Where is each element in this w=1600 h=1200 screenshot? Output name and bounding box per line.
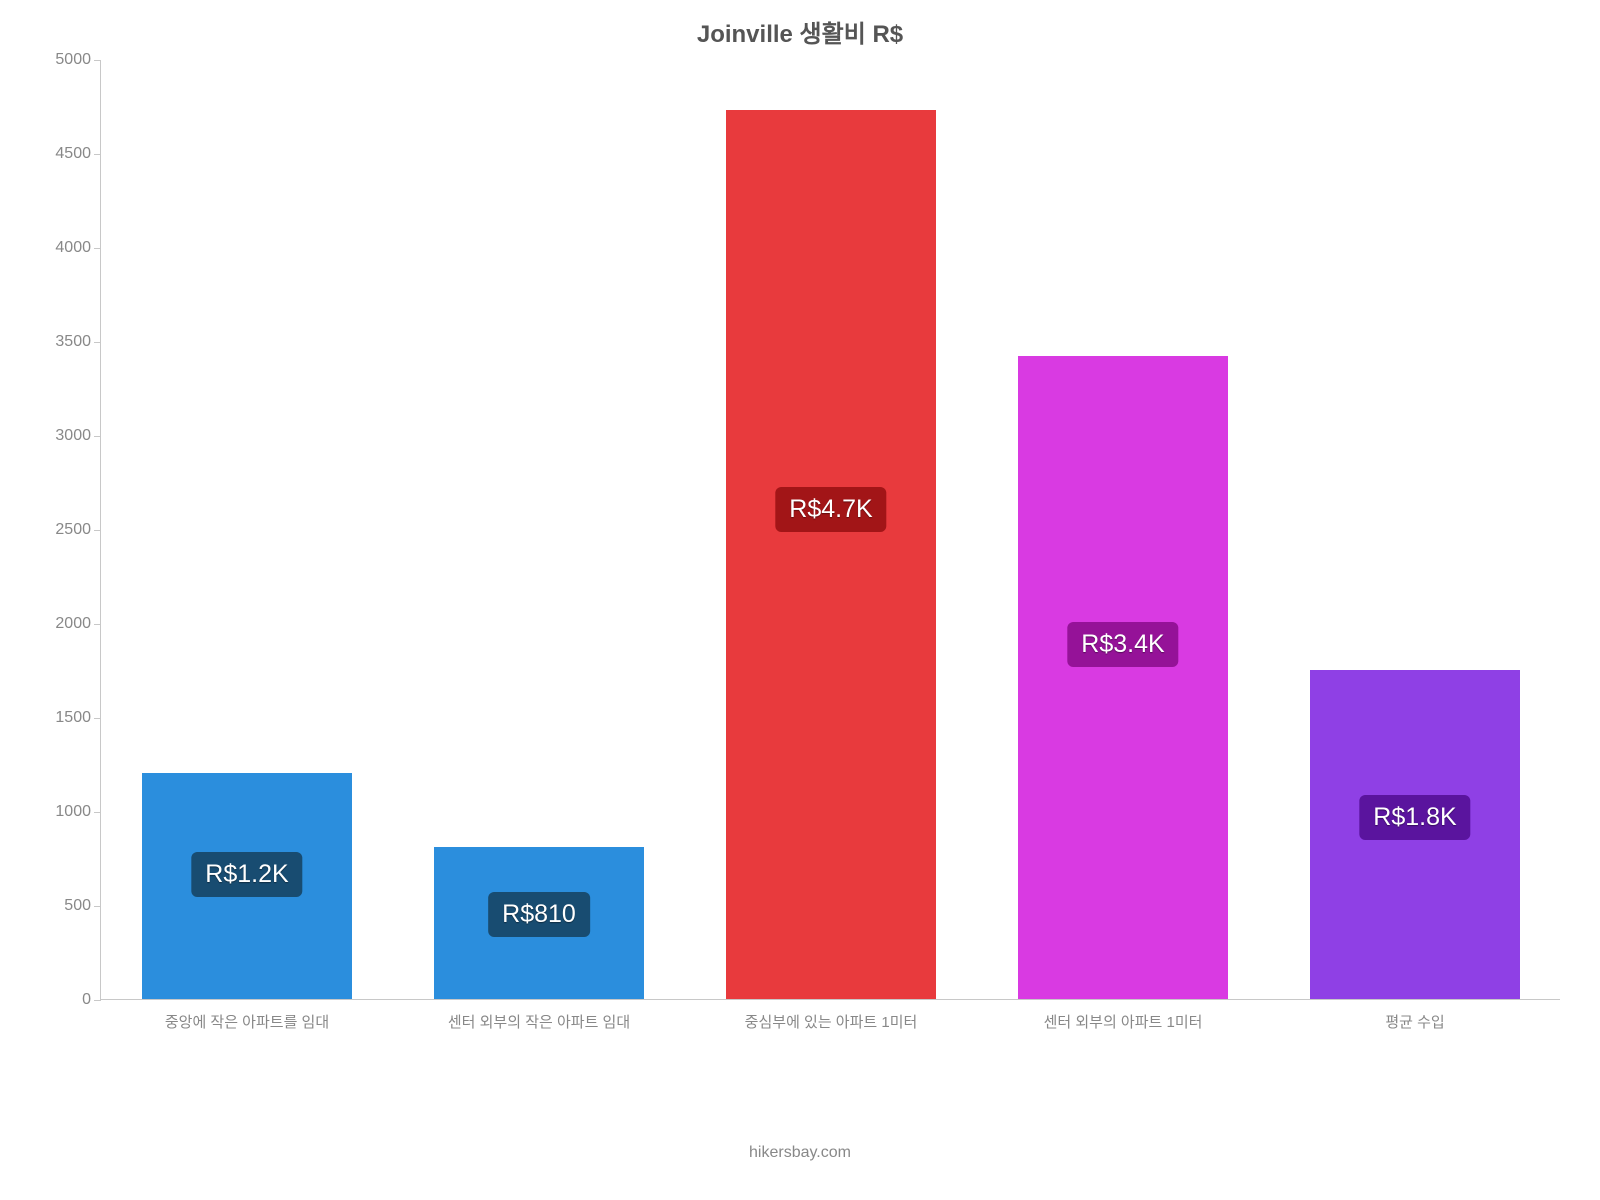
bar: R$1.8K bbox=[1310, 670, 1520, 999]
x-tick-label: 센터 외부의 아파트 1미터 bbox=[1044, 999, 1203, 1032]
chart-container: Joinville 생활비 R$ R$1.2K R$810 R$4.7K R$3.4K… bbox=[0, 0, 1600, 1200]
bars-layer: R$1.2K R$810 R$4.7K R$3.4K R$1.8K bbox=[101, 60, 1560, 999]
y-tick-mark bbox=[94, 436, 101, 437]
y-tick-mark bbox=[94, 624, 101, 625]
value-badge: R$4.7K bbox=[775, 487, 886, 532]
y-tick-mark bbox=[94, 342, 101, 343]
bar: R$1.2K bbox=[142, 773, 352, 999]
y-tick-mark bbox=[94, 718, 101, 719]
y-tick-mark bbox=[94, 1000, 101, 1001]
y-tick-mark bbox=[94, 60, 101, 61]
y-tick-mark bbox=[94, 154, 101, 155]
bar: R$4.7K bbox=[726, 110, 936, 999]
chart-title: Joinville 생활비 R$ bbox=[0, 14, 1600, 49]
y-tick-mark bbox=[94, 530, 101, 531]
x-tick-label: 중앙에 작은 아파트를 임대 bbox=[165, 999, 329, 1032]
value-badge: R$810 bbox=[488, 892, 590, 937]
plot-area: R$1.2KR$810R$4.7KR$3.4KR$1.8K 0500100015… bbox=[100, 60, 1560, 1000]
x-tick-label: 평균 수입 bbox=[1385, 999, 1444, 1032]
credit-text: hikersbay.com bbox=[0, 1144, 1600, 1162]
value-badge: R$1.2K bbox=[191, 852, 302, 897]
bar: R$810 bbox=[434, 847, 644, 999]
x-tick-label: 센터 외부의 작은 아파트 임대 bbox=[448, 999, 630, 1032]
x-tick-label: 중심부에 있는 아파트 1미터 bbox=[745, 999, 918, 1032]
bar: R$3.4K bbox=[1018, 356, 1228, 999]
value-badge: R$3.4K bbox=[1067, 622, 1178, 667]
y-tick-mark bbox=[94, 906, 101, 907]
y-tick-mark bbox=[94, 812, 101, 813]
y-tick-mark bbox=[94, 248, 101, 249]
value-badge: R$1.8K bbox=[1359, 795, 1470, 840]
